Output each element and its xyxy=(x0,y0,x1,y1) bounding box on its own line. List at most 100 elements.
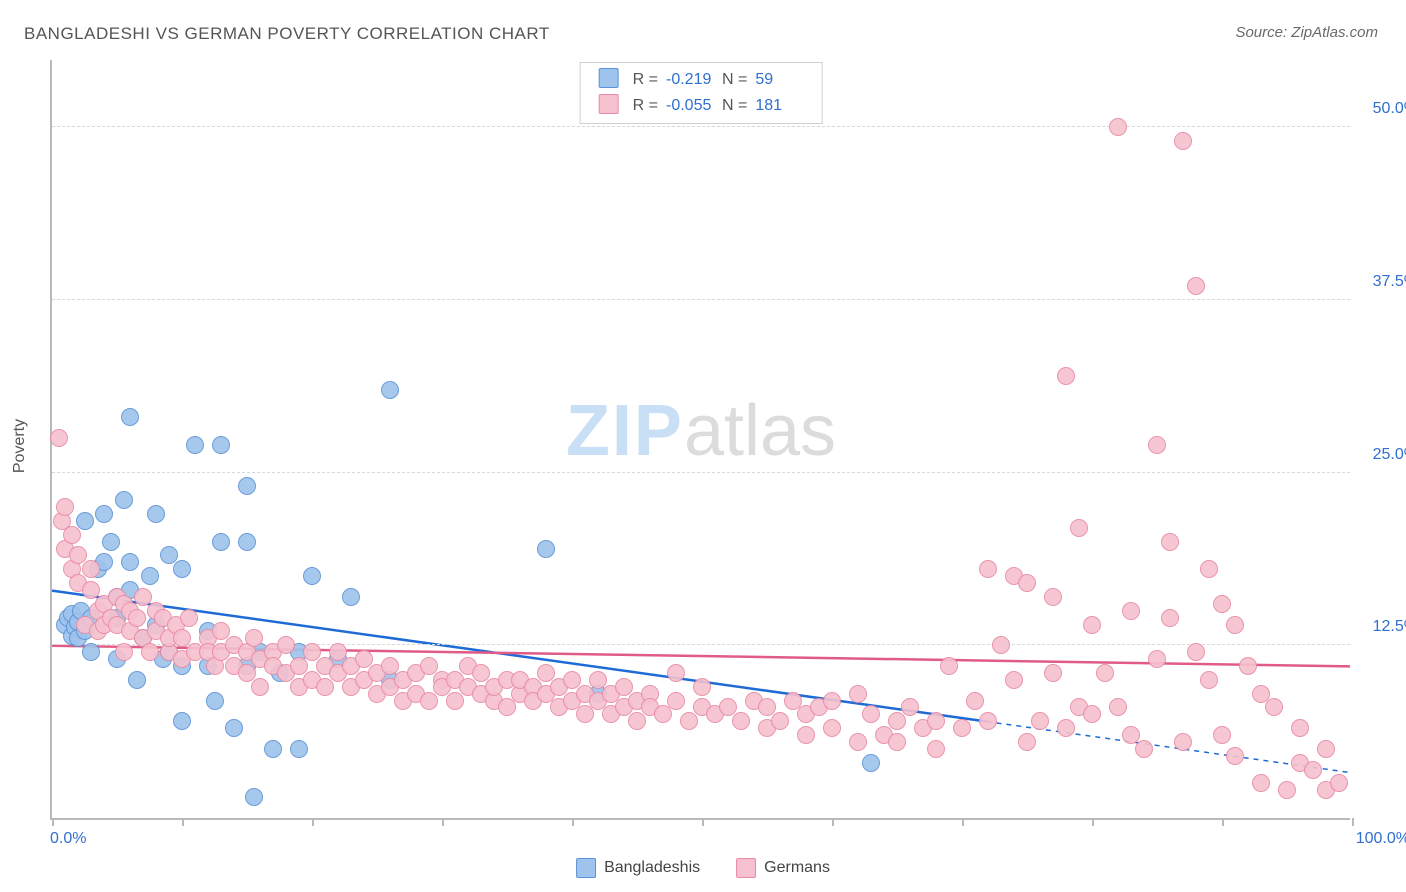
data-point-germans xyxy=(1018,574,1036,592)
legend-label: Bangladeshis xyxy=(604,859,700,877)
data-point-germans xyxy=(1213,726,1231,744)
data-point-germans xyxy=(1148,650,1166,668)
x-tick xyxy=(832,818,834,826)
data-point-germans xyxy=(1083,616,1101,634)
data-point-germans xyxy=(180,609,198,627)
data-point-germans xyxy=(823,692,841,710)
x-tick xyxy=(572,818,574,826)
data-point-bangladeshis xyxy=(264,740,282,758)
y-tick-label: 25.0% xyxy=(1358,446,1406,464)
data-point-germans xyxy=(1213,595,1231,613)
data-point-germans xyxy=(50,429,68,447)
data-point-germans xyxy=(498,698,516,716)
data-point-germans xyxy=(1291,719,1309,737)
data-point-bangladeshis xyxy=(76,512,94,530)
data-point-germans xyxy=(953,719,971,737)
data-point-germans xyxy=(1187,643,1205,661)
data-point-germans xyxy=(115,643,133,661)
x-tick xyxy=(1222,818,1224,826)
data-point-germans xyxy=(1265,698,1283,716)
data-point-germans xyxy=(1135,740,1153,758)
data-point-germans xyxy=(693,678,711,696)
data-point-germans xyxy=(316,678,334,696)
source-label: Source: ZipAtlas.com xyxy=(1235,24,1378,41)
data-point-germans xyxy=(1174,733,1192,751)
data-point-bangladeshis xyxy=(225,719,243,737)
legend-label: Germans xyxy=(764,859,830,877)
data-point-bangladeshis xyxy=(342,588,360,606)
chart-frame: BANGLADESHI VS GERMAN POVERTY CORRELATIO… xyxy=(0,0,1406,892)
data-point-germans xyxy=(141,643,159,661)
data-point-germans xyxy=(1278,781,1296,799)
data-point-germans xyxy=(277,636,295,654)
data-point-germans xyxy=(1018,733,1036,751)
data-point-germans xyxy=(849,685,867,703)
data-point-germans xyxy=(1174,132,1192,150)
data-point-germans xyxy=(576,705,594,723)
data-point-germans xyxy=(1226,616,1244,634)
data-point-germans xyxy=(1187,277,1205,295)
data-point-germans xyxy=(654,705,672,723)
chart-title: BANGLADESHI VS GERMAN POVERTY CORRELATIO… xyxy=(24,24,550,44)
x-tick-label: 100.0% xyxy=(1350,830,1406,848)
data-point-germans xyxy=(927,740,945,758)
data-point-germans xyxy=(245,629,263,647)
data-point-bangladeshis xyxy=(173,560,191,578)
data-point-germans xyxy=(56,498,74,516)
gridline xyxy=(52,472,1350,473)
data-point-germans xyxy=(888,733,906,751)
y-tick-label: 12.5% xyxy=(1358,618,1406,636)
data-point-bangladeshis xyxy=(862,754,880,772)
data-point-bangladeshis xyxy=(95,505,113,523)
data-point-germans xyxy=(1161,609,1179,627)
data-point-germans xyxy=(862,705,880,723)
data-point-germans xyxy=(1005,671,1023,689)
x-tick xyxy=(962,818,964,826)
data-point-bangladeshis xyxy=(206,692,224,710)
data-point-germans xyxy=(940,657,958,675)
data-point-bangladeshis xyxy=(102,533,120,551)
gridline xyxy=(52,299,1350,300)
data-point-bangladeshis xyxy=(212,436,230,454)
data-point-germans xyxy=(1109,118,1127,136)
data-point-bangladeshis xyxy=(238,533,256,551)
plot-area: ZIPatlas R = -0.219 N = 59 R = -0.055 N … xyxy=(50,60,1350,820)
x-tick-label: 0.0% xyxy=(50,830,86,848)
x-tick xyxy=(702,818,704,826)
y-tick-label: 50.0% xyxy=(1358,100,1406,118)
legend-item-bangladeshis: Bangladeshis xyxy=(576,858,700,878)
data-point-germans xyxy=(1083,705,1101,723)
data-point-germans xyxy=(82,560,100,578)
data-point-germans xyxy=(1057,719,1075,737)
data-point-bangladeshis xyxy=(381,381,399,399)
y-tick-label: 37.5% xyxy=(1358,273,1406,291)
data-point-bangladeshis xyxy=(245,788,263,806)
data-point-germans xyxy=(251,678,269,696)
data-point-germans xyxy=(1031,712,1049,730)
data-point-germans xyxy=(797,726,815,744)
x-tick xyxy=(1352,818,1354,826)
data-point-germans xyxy=(680,712,698,730)
data-point-bangladeshis xyxy=(147,505,165,523)
data-point-germans xyxy=(446,692,464,710)
data-point-bangladeshis xyxy=(82,643,100,661)
bottom-legend: Bangladeshis Germans xyxy=(576,858,830,878)
x-tick xyxy=(312,818,314,826)
data-point-germans xyxy=(771,712,789,730)
data-point-germans xyxy=(979,712,997,730)
data-point-germans xyxy=(979,560,997,578)
data-point-germans xyxy=(1330,774,1348,792)
data-point-germans xyxy=(849,733,867,751)
data-point-germans xyxy=(1057,367,1075,385)
data-point-bangladeshis xyxy=(173,712,191,730)
data-point-germans xyxy=(1148,436,1166,454)
data-point-germans xyxy=(823,719,841,737)
data-point-germans xyxy=(1161,533,1179,551)
data-point-germans xyxy=(966,692,984,710)
data-point-germans xyxy=(1200,671,1218,689)
data-point-germans xyxy=(927,712,945,730)
data-point-bangladeshis xyxy=(537,540,555,558)
data-point-bangladeshis xyxy=(115,491,133,509)
legend-item-germans: Germans xyxy=(736,858,830,878)
data-point-bangladeshis xyxy=(238,477,256,495)
